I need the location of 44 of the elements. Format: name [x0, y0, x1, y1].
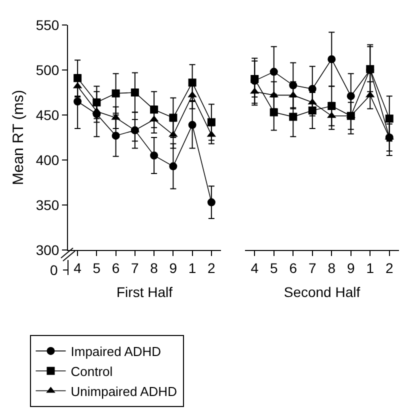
x-tick-label: 1: [366, 260, 374, 276]
point: [150, 152, 158, 160]
x-axis-title: Second Half: [284, 284, 360, 300]
y-axis-title: Mean RT (ms): [10, 90, 28, 186]
x-tick-label: 8: [150, 260, 158, 276]
point: [385, 114, 394, 123]
point: [207, 118, 216, 126]
x-tick-label: 9: [346, 260, 355, 276]
x-tick-label: 8: [328, 260, 336, 276]
point: [207, 198, 216, 206]
x-axis-title: First Half: [116, 284, 173, 300]
point: [169, 162, 178, 170]
legend-label: Unimpaired ADHD: [70, 384, 177, 399]
point: [289, 112, 298, 121]
point: [270, 68, 278, 76]
x-tick-label: 5: [92, 260, 101, 276]
legend-label: Impaired ADHD: [70, 344, 162, 360]
x-tick-label: 6: [112, 260, 120, 276]
y-tick-label: 550: [36, 16, 60, 33]
point: [74, 98, 82, 106]
x-tick-label: 4: [250, 260, 259, 276]
point: [112, 89, 120, 98]
x-tick-label: 2: [385, 260, 394, 276]
point: [328, 55, 336, 64]
point: [112, 132, 120, 140]
x-tick-label: 7: [131, 260, 140, 276]
x-tick-label: 5: [270, 260, 278, 276]
x-tick-label: 6: [289, 260, 298, 276]
point: [270, 108, 278, 116]
y-tick-label: 350: [36, 196, 60, 213]
legend-label: Control: [70, 364, 113, 379]
point: [130, 88, 139, 96]
y-tick-label: 500: [36, 62, 60, 78]
x-tick-label: 4: [74, 260, 82, 276]
text: 0: [50, 262, 58, 278]
x-tick-label: 9: [169, 260, 178, 276]
x-tick-label: 1: [188, 260, 196, 276]
y-tick-label: 300: [36, 242, 60, 258]
x-tick-label: 7: [308, 260, 316, 276]
y-tick-label: 450: [36, 106, 60, 123]
x-tick-label: 2: [208, 260, 216, 276]
point: [169, 114, 178, 122]
y-tick-label: 400: [36, 152, 60, 168]
point: [188, 120, 196, 129]
